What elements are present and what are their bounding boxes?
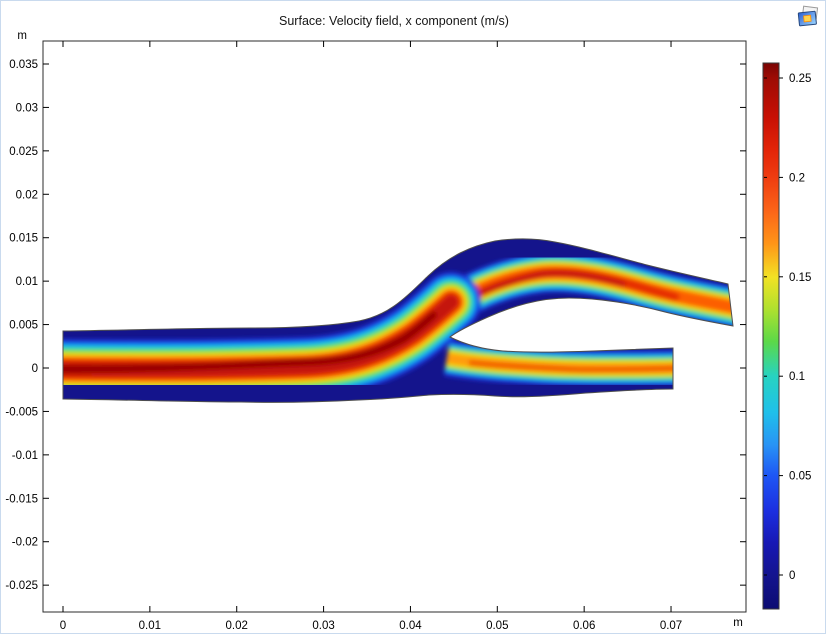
y-tick-label: 0.02 (16, 189, 38, 201)
y-tick-label: -0.005 (5, 406, 38, 418)
plot-title: Surface: Velocity field, x component (m/… (279, 14, 509, 28)
x-tick-label: 0.05 (486, 620, 508, 632)
colorbar-tick-label: 0.2 (789, 172, 805, 184)
colorbar-tick-label: 0.15 (789, 272, 811, 284)
colorbar-tick-label: 0.1 (789, 371, 805, 383)
vessel-boundary-outline (62, 238, 734, 403)
colorbar-tick-label: 0.05 (789, 471, 811, 483)
y-tick-label: -0.025 (5, 580, 38, 592)
y-tick-label: 0.005 (9, 320, 38, 332)
colorbar-tick-label: 0 (789, 570, 795, 582)
x-tick-label: 0.04 (399, 620, 422, 632)
colorbar-tick-label: 0.25 (789, 73, 811, 85)
y-tick-label: -0.015 (5, 493, 38, 505)
y-tick-label: 0.015 (9, 233, 38, 245)
x-tick-label: 0.03 (312, 620, 334, 632)
colorbar (762, 62, 780, 610)
y-tick-label: 0.035 (9, 59, 38, 71)
y-tick-label: 0 (32, 363, 38, 375)
x-tick-label: 0.06 (573, 620, 595, 632)
x-tick-label: 0 (60, 620, 66, 632)
lower-branch-flow-core (443, 340, 682, 387)
velocity-field-surface (63, 238, 733, 403)
y-tick-label: -0.02 (12, 537, 38, 549)
y-tick-label: 0.025 (9, 146, 38, 158)
y-axis-unit: m (17, 30, 27, 42)
y-tick-label: -0.01 (12, 450, 38, 462)
main-vessel-flow-core (63, 272, 481, 400)
x-axis-unit: m (733, 617, 743, 629)
y-tick-label: 0.01 (16, 276, 38, 288)
plot-thumbnail-icon[interactable] (797, 5, 819, 27)
y-tick-label: 0.03 (16, 102, 38, 114)
plot-frame (42, 40, 747, 613)
x-tick-label: 0.02 (226, 620, 248, 632)
icon-screen-highlight (803, 14, 812, 23)
x-tick-label: 0.01 (139, 620, 161, 632)
x-tick-label: 0.07 (660, 620, 682, 632)
